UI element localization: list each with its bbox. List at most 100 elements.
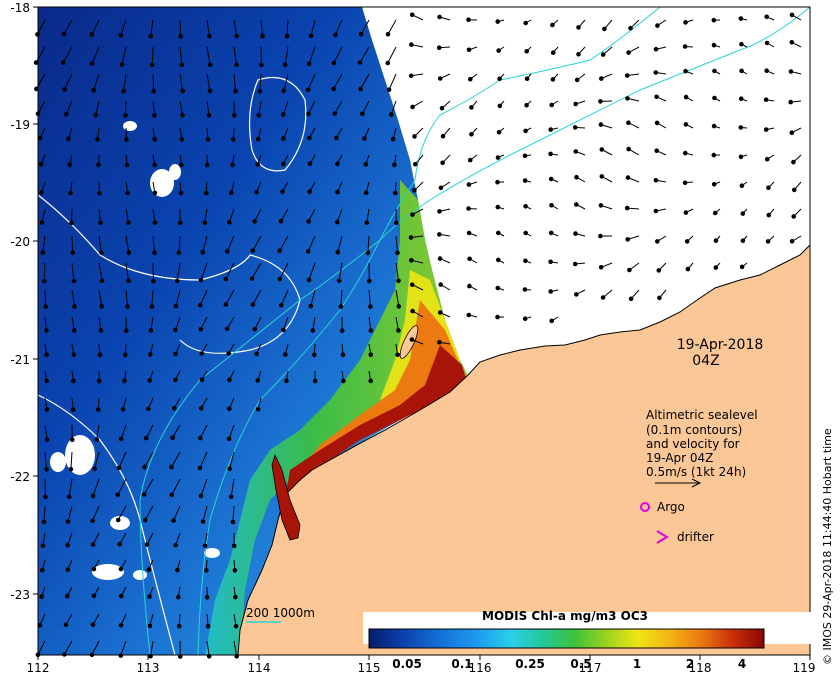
velocity-arrow-head (207, 33, 212, 39)
y-axis-labels: -18 -19 -20 -21 -22 -23 (10, 1, 30, 602)
velocity-arrow (368, 289, 371, 307)
velocity-arrow (95, 100, 100, 116)
velocity-arrow-head (312, 378, 318, 384)
velocity-arrow-head (711, 17, 717, 23)
velocity-arrow-head (44, 328, 49, 333)
velocity-arrow-head (97, 352, 103, 358)
scale-arrow-head (691, 478, 702, 488)
velocity-arrow-head (152, 220, 158, 226)
velocity-arrow (395, 235, 398, 253)
velocity-arrow (279, 262, 289, 280)
velocity-arrow-head (495, 155, 501, 160)
velocity-arrow-head (548, 151, 553, 157)
velocity-arrow-head (495, 19, 501, 24)
velocity-arrow (91, 640, 100, 656)
velocity-arrow-head (233, 623, 239, 629)
velocity-arrow-head (171, 518, 176, 523)
velocity-arrow-head (522, 178, 528, 183)
max-chlorophyll-region (285, 345, 468, 540)
velocity-arrow-head (712, 68, 717, 74)
lat-tick-label: -20 (10, 235, 30, 249)
velocity-arrow-head (524, 102, 529, 108)
velocity-arrow-head (33, 60, 39, 65)
velocity-arrow-head (231, 137, 236, 142)
velocity-arrow-head (523, 20, 529, 26)
velocity-arrow-head (176, 250, 182, 256)
velocity-arrow (334, 100, 343, 114)
velocity-arrow-head (312, 352, 317, 358)
velocity-arrow-head (711, 182, 717, 187)
velocity-arrow-head (628, 25, 633, 31)
velocity-arrow-head (523, 258, 528, 264)
velocity-arrow-head (497, 76, 502, 82)
velocity-arrow (71, 289, 75, 307)
date-label: 19-Apr-2018 (677, 337, 764, 353)
velocity-arrow-head (227, 377, 232, 383)
velocity-arrow-head (549, 203, 554, 208)
velocity-arrow-head (437, 209, 442, 214)
velocity-arrow-head (466, 182, 472, 187)
velocity-arrow-head (495, 314, 500, 320)
plot-frame (37, 6, 811, 656)
velocity-arrow (199, 451, 208, 469)
velocity-arrow-head (789, 239, 795, 244)
velocity-arrow (151, 289, 154, 307)
time-label: 04Z (692, 353, 719, 369)
velocity-arrow-head (204, 568, 209, 573)
velocity-arrow (260, 19, 263, 37)
velocity-arrow-head (152, 137, 157, 142)
velocity-arrow-head (116, 465, 122, 471)
velocity-arrow-head (682, 180, 688, 186)
velocity-arrow (120, 424, 127, 440)
velocity-arrow-head (656, 268, 662, 273)
velocity-arrow-head (199, 405, 204, 411)
velocity-arrow-head (368, 304, 373, 309)
velocity-arrow (333, 73, 343, 90)
velocity-arrow-head (280, 112, 286, 117)
velocity-arrow-head (99, 278, 105, 284)
velocity-arrow (36, 19, 46, 35)
velocity-arrow-head (654, 148, 660, 153)
velocity-arrow (225, 289, 235, 305)
coastal-shelf-region (205, 180, 470, 655)
velocity-arrow-head (252, 219, 257, 224)
velocity-arrow-head (409, 42, 414, 47)
velocity-arrow-head (64, 112, 69, 117)
velocity-arrow-head (176, 594, 181, 600)
colorbar-tick-label: 4 (738, 657, 746, 671)
x-axis-labels: 112 113 114 115 116 117 118 119 (27, 661, 816, 675)
velocity-arrow-head (198, 493, 204, 499)
velocity-arrow (71, 235, 74, 253)
colorbar-tick-label: 2 (686, 657, 694, 671)
velocity-arrow-head (62, 652, 67, 657)
velocity-arrow-head (282, 62, 288, 67)
bathymetry-contours (139, 7, 810, 655)
velocity-arrow-head (469, 105, 474, 110)
velocity-arrow-head (335, 189, 340, 195)
velocity-arrows (33, 12, 802, 659)
velocity-arrow-head (144, 435, 149, 441)
velocity-arrow-head (307, 135, 312, 141)
velocity-arrow-head (94, 437, 99, 442)
velocity-arrow-head (152, 250, 157, 256)
velocity-arrow-head (234, 62, 239, 68)
velocity-arrow-head (278, 218, 284, 224)
velocity-arrow-head (738, 96, 744, 101)
velocity-arrow-head (91, 88, 96, 93)
velocity-arrow-head (90, 622, 96, 628)
velocity-arrow (125, 235, 130, 253)
colorbar-tick-label: 0.1 (451, 657, 472, 671)
velocity-arrow-head (341, 378, 346, 384)
legend-line: 0.5m/s (1kt 24h) (646, 465, 746, 479)
velocity-arrow-head (90, 493, 96, 499)
velocity-arrow-head (204, 162, 210, 168)
velocity-arrow-head (255, 162, 261, 167)
velocity-arrow-head (683, 68, 688, 74)
velocity-arrow (152, 208, 156, 223)
colorbar-tick-label: 1 (633, 657, 641, 671)
velocity-arrow-head (333, 32, 338, 38)
velocity-arrow-head (409, 337, 415, 342)
velocity-arrow-head (789, 40, 795, 45)
velocity-arrow-head (572, 125, 578, 130)
velocity-arrow (171, 478, 181, 496)
